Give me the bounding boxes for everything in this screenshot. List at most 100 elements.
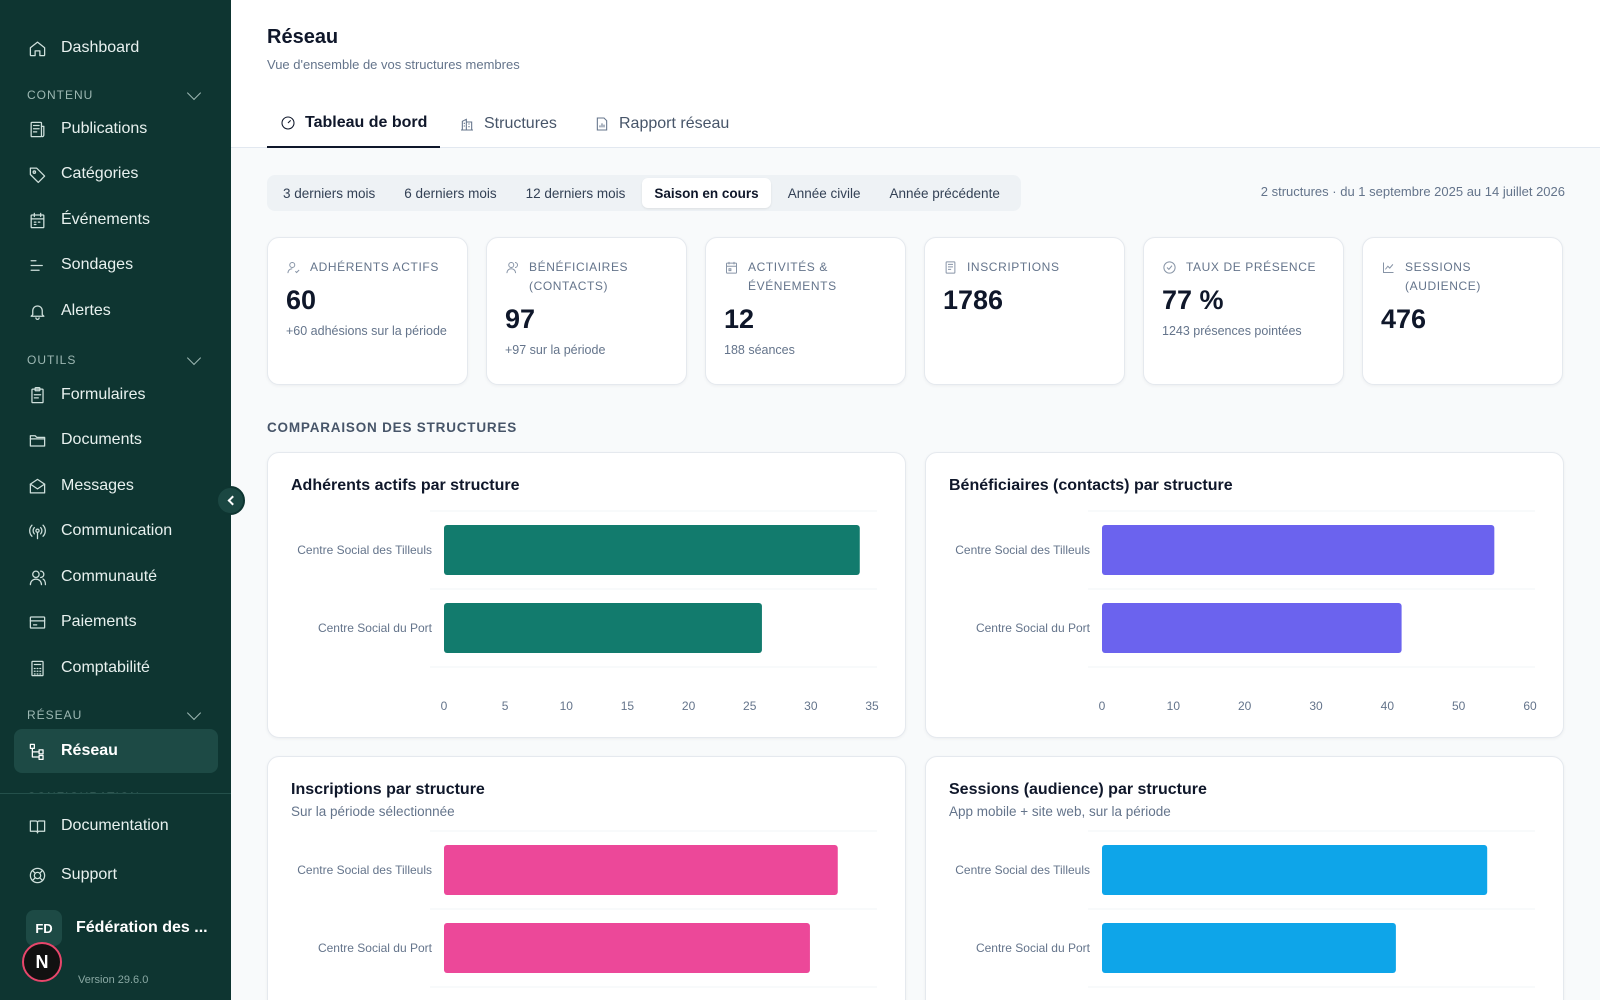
kpi-label: BÉNÉFICIAIRES (CONTACTS) — [529, 260, 629, 293]
chevron-down-icon — [186, 350, 202, 365]
sidebar-item-publications[interactable]: Publications — [14, 107, 218, 151]
book-icon — [27, 816, 47, 836]
section-configuration: CONFIGURATION — [27, 790, 140, 794]
sidebar-item-support[interactable]: Support — [14, 853, 218, 897]
chart-subtitle: Sur la période sélectionnée — [291, 804, 455, 819]
chart-beneficiaires: Centre Social des Tilleuls Centre Social … — [925, 452, 1564, 738]
newspaper-icon — [27, 119, 47, 139]
tick-label: 50 — [1452, 699, 1466, 713]
kpi-note: +60 adhésions sur la période — [286, 324, 447, 338]
chevron-left-icon — [227, 495, 237, 506]
tab-tableau-de-bord[interactable]: Tableau de bord — [267, 100, 441, 148]
sidebar-item-label: Paiements — [61, 613, 137, 630]
category-label: Centre Social du Port — [976, 621, 1091, 635]
clipboard-icon — [27, 385, 47, 405]
kpi-inscriptions: INSCRIPTIONS 1786 — [924, 237, 1125, 385]
tick-label: 25 — [743, 699, 757, 713]
tab-label: Tableau de bord — [305, 114, 428, 131]
tab-label: Rapport réseau — [619, 115, 730, 132]
sidebar-item-reseau[interactable]: Réseau — [14, 729, 218, 773]
poll-icon — [27, 255, 47, 275]
kpi-adherents-actifs: ADHÉRENTS ACTIFS 60 +60 adhésions sur la… — [267, 237, 468, 385]
sidebar-item-label: Comptabilité — [61, 659, 150, 676]
bar — [444, 525, 860, 575]
sidebar-item-evenements[interactable]: Événements — [14, 198, 218, 242]
chart-plot: Centre Social des Tilleuls Centre Social … — [955, 510, 1537, 713]
period-current-season[interactable]: Saison en cours — [642, 178, 771, 208]
section-outils[interactable]: OUTILS — [27, 350, 203, 367]
tick-label: 30 — [804, 699, 818, 713]
sidebar-item-paiements[interactable]: Paiements — [14, 600, 218, 644]
period-previous-year[interactable]: Année précédente — [889, 185, 1000, 201]
sidebar: Dashboard CONTENU Publications Catégorie… — [0, 0, 231, 1000]
bar — [1102, 603, 1402, 653]
tick-label: 35 — [865, 699, 879, 713]
sidebar-item-label: Publications — [61, 120, 148, 137]
tick-label: 0 — [441, 699, 448, 713]
app-version: Version 29.6.0 — [78, 974, 149, 986]
tick-label: 5 — [502, 699, 509, 713]
folder-icon — [27, 430, 47, 450]
chart-plot: Centre Social des Tilleuls Centre Social … — [297, 830, 877, 988]
kpi-value: 77 % — [1162, 285, 1224, 315]
sidebar-item-formulaires[interactable]: Formulaires — [14, 373, 218, 417]
building-icon — [461, 118, 473, 131]
kpi-value: 60 — [286, 285, 317, 315]
sidebar-item-communaute[interactable]: Communauté — [14, 555, 218, 599]
sidebar-item-label: Dashboard — [61, 39, 140, 56]
bar — [444, 923, 810, 973]
period-12-months[interactable]: 12 derniers mois — [525, 185, 626, 201]
dev-badge[interactable]: N — [22, 942, 62, 982]
bar — [1102, 845, 1488, 895]
chevron-down-icon — [186, 85, 202, 100]
tick-label: 10 — [560, 699, 574, 713]
sidebar-item-categories[interactable]: Catégories — [14, 152, 218, 196]
sidebar-item-communication[interactable]: Communication — [14, 509, 218, 553]
kpi-value: 476 — [1381, 304, 1427, 334]
sidebar-item-documents[interactable]: Documents — [14, 418, 218, 462]
page-header: Réseau Vue d'ensemble de vos structures … — [231, 0, 1600, 148]
tick-label: 20 — [682, 699, 696, 713]
category-label: Centre Social des Tilleuls — [297, 543, 432, 557]
sidebar-item-sondages[interactable]: Sondages — [14, 243, 218, 287]
sidebar-item-dashboard[interactable]: Dashboard — [14, 26, 218, 70]
org-avatar: FD — [26, 910, 62, 946]
chart-adherents: Centre Social des Tilleuls Centre Social … — [267, 452, 906, 738]
sidebar-item-label: Communauté — [61, 568, 158, 585]
section-contenu[interactable]: CONTENU — [27, 85, 203, 102]
sidebar-item-label: Support — [61, 866, 118, 883]
period-3-months[interactable]: 3 derniers mois — [283, 185, 376, 201]
category-label: Centre Social des Tilleuls — [955, 863, 1090, 877]
sidebar-item-messages[interactable]: Messages — [14, 464, 218, 508]
tab-label: Structures — [484, 115, 557, 132]
calendar-icon — [27, 210, 47, 230]
check-circle-icon — [1163, 261, 1176, 274]
kpi-value: 12 — [724, 304, 755, 334]
sidebar-item-label: Catégories — [61, 165, 139, 182]
kpi-label: TAUX DE PRÉSENCE — [1186, 260, 1317, 274]
bar — [1102, 525, 1495, 575]
sidebar-item-label: Communication — [61, 522, 173, 539]
kpi-note: 1243 présences pointées — [1162, 324, 1302, 338]
sidebar-item-alertes[interactable]: Alertes — [14, 289, 218, 333]
sidebar-item-label: Formulaires — [61, 386, 146, 403]
kpi-activites: ACTIVITÉS & ÉVÉNEMENTS 12 188 séances — [705, 237, 906, 385]
tab-structures[interactable]: Structures — [459, 100, 557, 148]
tab-rapport-reseau[interactable]: Rapport réseau — [594, 100, 729, 148]
sidebar-item-documentation[interactable]: Documentation — [14, 804, 218, 848]
section-reseau[interactable]: RÉSEAU — [27, 705, 203, 722]
chart-subtitle: App mobile + site web, sur la période — [949, 804, 1171, 819]
category-label: Centre Social du Port — [976, 941, 1091, 955]
broadcast-icon — [27, 521, 47, 541]
sidebar-collapse-button[interactable] — [216, 486, 245, 515]
kpi-value: 1786 — [943, 285, 1004, 315]
comparison-section-title: COMPARAISON DES STRUCTURES — [267, 420, 518, 435]
chart-inscriptions: Centre Social des Tilleuls Centre Social … — [267, 756, 906, 1000]
period-calendar-year[interactable]: Année civile — [787, 185, 861, 201]
page-title: Réseau — [267, 26, 339, 48]
period-6-months[interactable]: 6 derniers mois — [404, 185, 497, 201]
chart-title: Inscriptions par structure — [291, 781, 485, 798]
organization-switcher[interactable]: FD Fédération des ... — [26, 910, 208, 946]
sidebar-item-comptabilite[interactable]: Comptabilité — [14, 646, 218, 690]
period-summary: 2 structures · du 1 septembre 2025 au 14… — [1260, 184, 1565, 199]
